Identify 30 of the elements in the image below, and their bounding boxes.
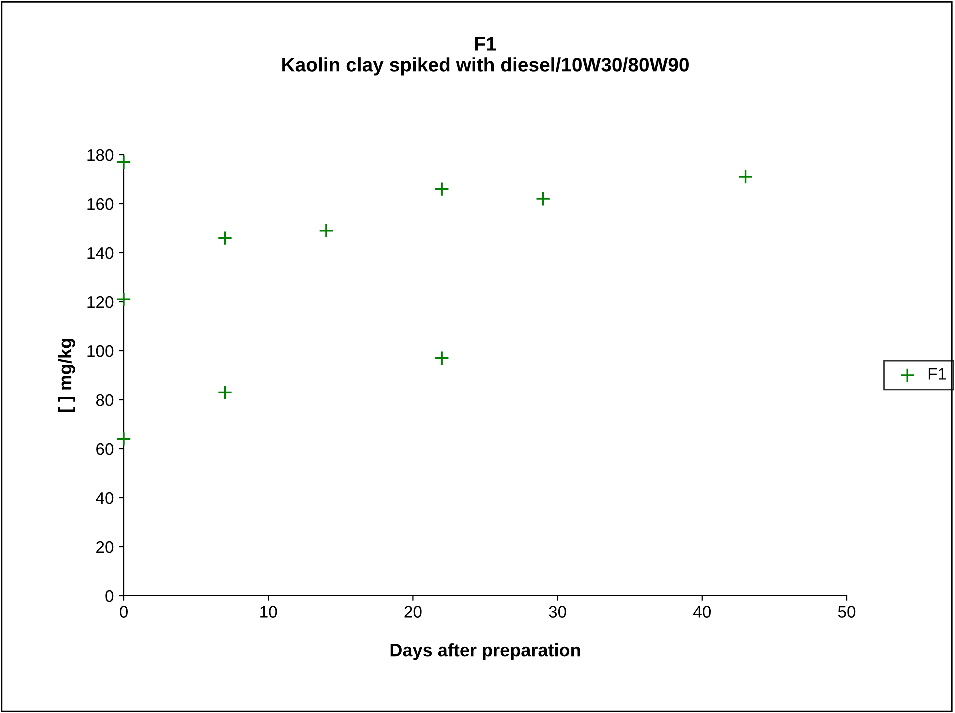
y-tick-label: 140 <box>88 247 114 260</box>
y-axis-title: [ ] mg/kg <box>58 339 76 412</box>
y-tick-label: 180 <box>88 149 114 162</box>
y-tick-label: 80 <box>96 394 114 406</box>
y-tick-label: 120 <box>88 296 114 308</box>
point <box>434 182 450 197</box>
y-tick-label: 100 <box>88 345 114 358</box>
point <box>116 292 132 307</box>
x-tick-label: 20 <box>404 606 422 618</box>
x-tick-label: 50 <box>838 606 856 618</box>
x-tick-label: 10 <box>260 606 278 618</box>
x-tick-label: 30 <box>549 606 566 618</box>
point <box>116 154 132 170</box>
chart-title: F1 Kaolin clay spiked with diesel/10W30/80W90 <box>282 37 689 76</box>
point <box>434 350 450 366</box>
point <box>536 192 551 207</box>
point <box>738 170 754 184</box>
point <box>218 385 233 400</box>
y-tick-label: 60 <box>96 443 114 456</box>
y-tick-label: 0 <box>106 590 114 602</box>
point <box>319 224 334 238</box>
y-tick-label: 20 <box>96 541 114 554</box>
point <box>116 432 132 447</box>
x-tick-label: 40 <box>694 606 712 618</box>
y-tick-label: 160 <box>88 198 114 210</box>
legend-label: F1 <box>928 368 946 380</box>
point <box>218 230 233 246</box>
x-axis-title: Days after preparation <box>390 643 580 660</box>
x-tick-label: 0 <box>120 606 128 618</box>
y-tick-label: 40 <box>96 492 114 504</box>
